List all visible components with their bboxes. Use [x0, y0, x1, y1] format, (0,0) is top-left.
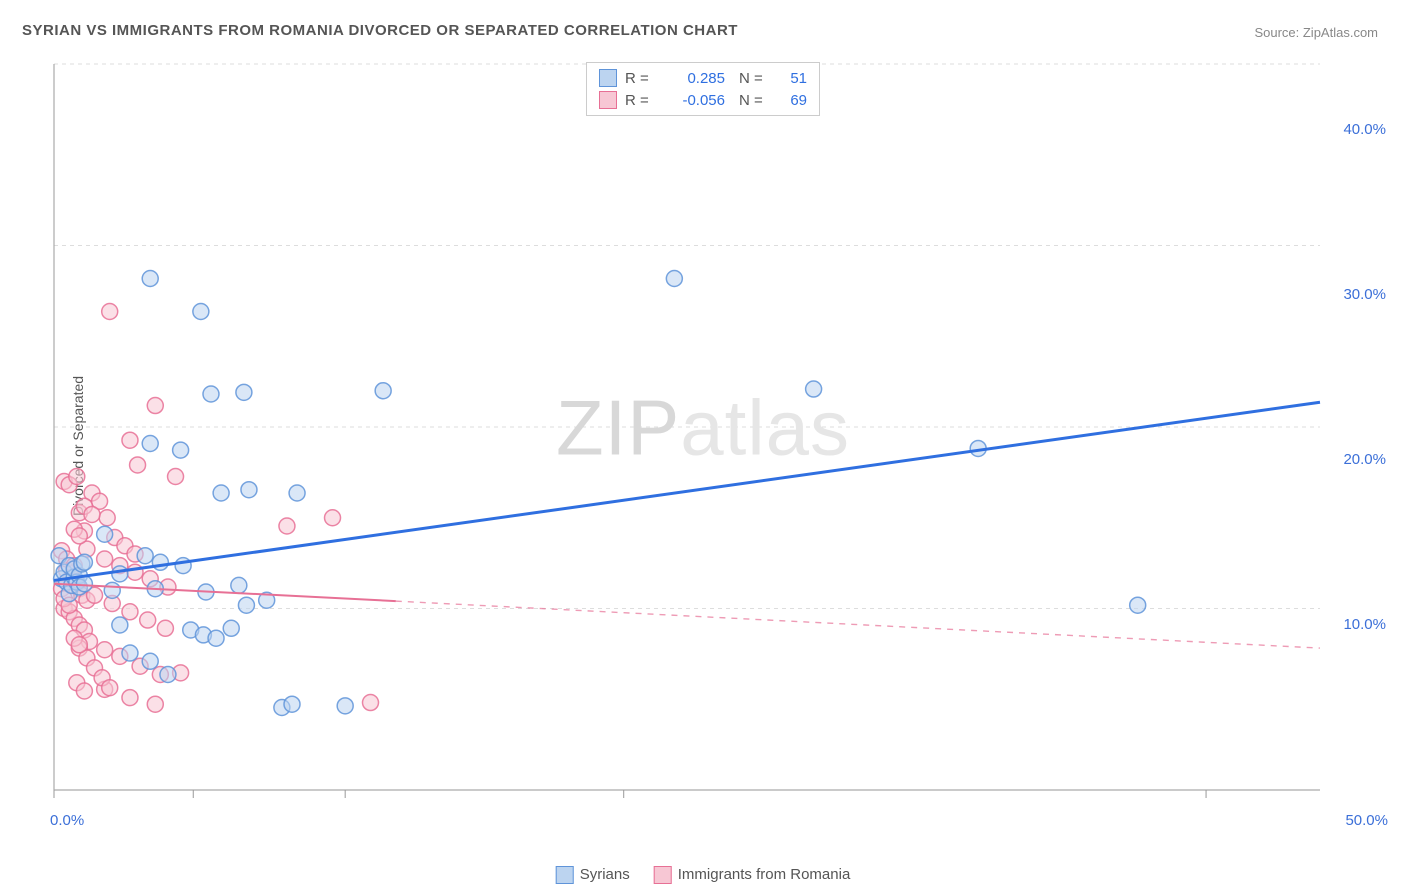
legend-series-item: Syrians [556, 866, 630, 884]
legend-r-value: 0.285 [665, 70, 725, 87]
source-label: Source: ZipAtlas.com [1254, 25, 1378, 40]
correlation-legend: R = 0.285 N = 51 R = -0.056 N = 69 [586, 62, 820, 116]
legend-stat-row: R = 0.285 N = 51 [599, 67, 807, 89]
y-tick-label: 30.0% [1343, 286, 1386, 303]
legend-swatch [599, 69, 617, 87]
legend-r-value: -0.056 [665, 92, 725, 109]
legend-swatch [599, 91, 617, 109]
series-legend: Syrians Immigrants from Romania [556, 866, 851, 884]
legend-r-label: R = [625, 92, 657, 109]
scatter-svg [50, 60, 1380, 830]
chart-plot-area [50, 60, 1380, 830]
y-tick-label: 20.0% [1343, 451, 1386, 468]
y-tick-label: 40.0% [1343, 121, 1386, 138]
legend-n-label: N = [739, 92, 771, 109]
legend-n-value: 69 [779, 92, 807, 109]
legend-series-item: Immigrants from Romania [654, 866, 851, 884]
chart-title: SYRIAN VS IMMIGRANTS FROM ROMANIA DIVORC… [22, 22, 738, 39]
legend-swatch [654, 866, 672, 884]
x-tick-label: 0.0% [50, 812, 84, 829]
x-tick-label: 50.0% [1345, 812, 1388, 829]
legend-stat-row: R = -0.056 N = 69 [599, 89, 807, 111]
legend-n-label: N = [739, 70, 771, 87]
legend-swatch [556, 866, 574, 884]
legend-n-value: 51 [779, 70, 807, 87]
y-tick-label: 10.0% [1343, 616, 1386, 633]
legend-r-label: R = [625, 70, 657, 87]
